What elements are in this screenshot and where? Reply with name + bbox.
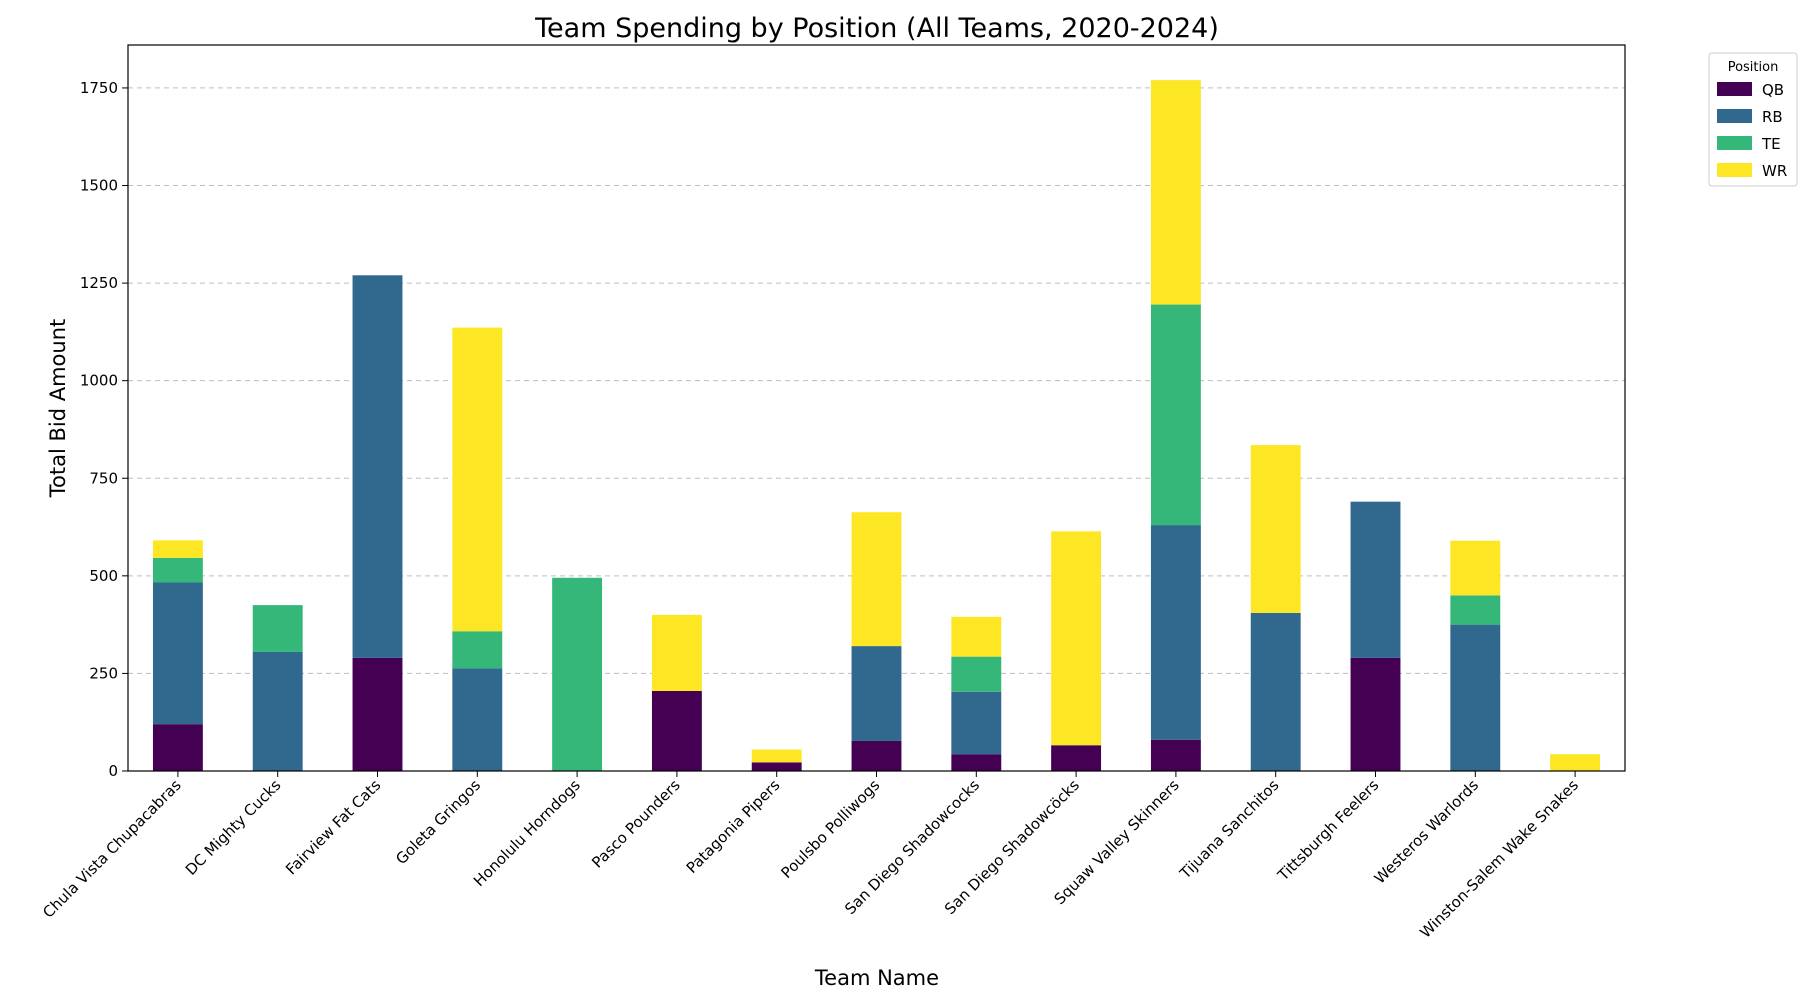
bar-segment-qb	[751, 762, 802, 771]
legend: Position QB RB TE WR	[1708, 52, 1798, 187]
bars	[152, 80, 1601, 771]
x-tick-label: Poulsbo Polliwogs	[778, 776, 884, 882]
x-tick-label: Tijuana Sanchitos	[1176, 776, 1283, 883]
bar-segment-te	[1450, 595, 1501, 625]
bar-segment-qb	[851, 740, 902, 771]
x-tick-label: Winston-Salem Wake Snakes	[1416, 776, 1582, 942]
bar-segment-te	[1150, 304, 1201, 526]
legend-label-rb: RB	[1762, 108, 1783, 126]
bar-segment-rb	[951, 691, 1002, 755]
bar-segment-te	[452, 631, 503, 669]
bar-segment-qb	[951, 754, 1002, 771]
bar-segment-te	[152, 557, 203, 583]
y-tick-label: 250	[89, 664, 118, 682]
x-tick-label: DC Mighty Cucks	[182, 776, 285, 879]
legend-label-te: TE	[1761, 135, 1781, 153]
bar-segment-rb	[851, 646, 902, 741]
x-tick-label: Westeros Warlords	[1371, 776, 1483, 888]
y-tick-label: 1500	[80, 177, 118, 195]
y-tick-label: 750	[89, 469, 118, 487]
bar-segment-rb	[1350, 501, 1401, 658]
legend-title: Position	[1728, 60, 1779, 75]
x-tick-label: Fairview Fat Cats	[282, 776, 384, 878]
bar-segment-te	[552, 577, 603, 771]
bar-segment-wr	[152, 540, 203, 558]
bar-segment-qb	[152, 724, 203, 771]
y-axis-title: Total Bid Amount	[46, 319, 70, 499]
bar-segment-rb	[1250, 612, 1301, 771]
bar-segment-rb	[152, 582, 203, 725]
bar-segment-wr	[1150, 80, 1201, 305]
legend-swatch-qb	[1717, 82, 1752, 96]
y-tick-label: 1750	[80, 79, 118, 97]
bar-segment-rb	[1450, 624, 1501, 771]
legend-swatch-rb	[1717, 109, 1752, 123]
x-tick-label: Goleta Gringos	[392, 776, 484, 868]
bar-segment-wr	[1250, 445, 1301, 613]
bar-segment-rb	[1150, 525, 1201, 740]
bar-segment-wr	[851, 512, 902, 647]
y-tick-label: 0	[108, 762, 118, 780]
bar-segment-wr	[951, 616, 1002, 657]
legend-label-qb: QB	[1762, 81, 1784, 99]
x-tick-label: Honolulu Horndogs	[470, 776, 584, 890]
bar-segment-te	[252, 605, 303, 652]
bar-segment-rb	[252, 651, 303, 771]
x-tick-label: Patagonia Pipers	[683, 776, 784, 877]
bar-segment-wr	[1051, 531, 1102, 746]
x-tick-label: Chula Vista Chupacabras	[39, 776, 185, 922]
y-axis: 0 250 500 750 1000 1250 1500 1750	[80, 79, 128, 780]
bar-segment-te	[951, 656, 1002, 692]
bar-segment-qb	[651, 690, 702, 771]
bar-segment-rb	[352, 275, 403, 658]
legend-swatch-wr	[1717, 163, 1752, 177]
bar-segment-wr	[1550, 754, 1601, 771]
x-axis-title: Team Name	[814, 966, 939, 990]
bar-segment-qb	[352, 657, 403, 771]
bar-segment-qb	[1350, 657, 1401, 771]
y-tick-label: 1250	[80, 274, 118, 292]
y-tick-label: 1000	[80, 372, 118, 390]
y-tick-label: 500	[89, 567, 118, 585]
bar-segment-qb	[1051, 745, 1102, 771]
legend-label-wr: WR	[1762, 162, 1787, 180]
bar-segment-rb	[452, 668, 503, 771]
x-tick-label: Pasco Pounders	[588, 776, 684, 872]
bar-segment-wr	[1450, 540, 1501, 596]
legend-swatch-te	[1717, 136, 1752, 150]
bar-segment-wr	[452, 327, 503, 632]
bar-segment-wr	[751, 749, 802, 763]
chart-title: Team Spending by Position (All Teams, 20…	[534, 13, 1219, 44]
bar-segment-qb	[1150, 739, 1201, 771]
x-tick-label: Tittsburgh Feelers	[1274, 776, 1383, 885]
bar-segment-wr	[651, 614, 702, 691]
